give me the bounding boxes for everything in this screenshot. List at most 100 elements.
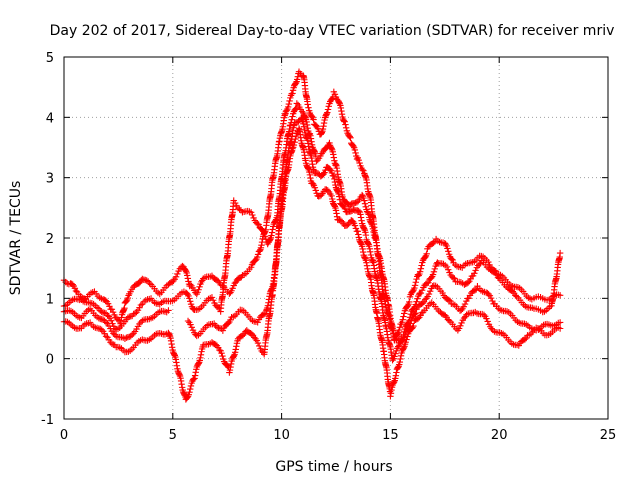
data-point [218,349,225,357]
data-point [413,298,420,305]
data-point [192,369,199,376]
x-tick-label: 15 [382,428,399,443]
data-point [460,314,468,322]
data-point [172,273,180,281]
series-3 [60,115,564,364]
data-point [346,133,353,140]
data-point [165,307,172,314]
data-point [351,146,359,154]
data-point [464,279,472,286]
data-point [311,184,319,191]
data-point [458,306,465,314]
data-point [451,275,458,282]
chart-title: Day 202 of 2017, Sidereal Day-to-day VTE… [50,23,615,39]
data-point [191,375,198,382]
data-point [556,249,564,257]
data-point [426,287,434,295]
data-point [72,287,80,295]
data-point [471,270,478,277]
data-point [483,315,490,322]
data-point [394,343,402,350]
data-point [198,278,205,286]
data-point [352,149,359,157]
data-point [261,233,269,240]
data-point [187,321,194,328]
data-point [254,220,261,227]
axis-ticks: 0 5 10 15 20 25 -1 0 1 2 3 4 5 [41,51,616,443]
data-point [260,230,268,237]
data-point [226,366,234,374]
data-point [361,197,368,204]
data-point [446,297,454,305]
y-tick-label: 0 [46,353,54,368]
data-point [128,331,136,338]
data-point [556,292,564,299]
data-point [418,287,426,294]
data-point [239,332,247,339]
data-point [326,166,334,173]
data-point [227,316,234,324]
x-tick-label: 10 [273,428,290,443]
data-point [195,286,202,293]
data-point [487,294,495,302]
data-point [184,275,192,282]
data-point [210,297,217,304]
data-point [351,222,359,229]
data-point [488,325,495,332]
data-point [445,296,453,304]
data-point [324,106,332,113]
data-point [146,280,153,287]
data-point [410,322,417,330]
data-point [290,141,298,149]
data-point [305,104,312,111]
data-point [419,300,426,307]
data-point [69,281,76,288]
data-point [361,200,369,207]
data-point [449,256,456,264]
data-point [359,166,366,174]
data-point [298,108,306,115]
data-point [268,229,276,236]
data-point [143,277,150,284]
data-point [429,271,437,278]
data-point [355,156,362,164]
data-point [292,79,300,87]
data-point [324,187,331,194]
data-point [187,382,195,390]
y-tick-label: 2 [46,232,54,247]
data-point [362,203,369,211]
data-point [325,103,332,110]
data-point [187,298,194,305]
data-point [102,333,110,340]
data-point [425,279,432,286]
data-point [403,336,410,343]
data-point [389,357,396,364]
data-point [445,248,452,255]
data-point [294,76,301,83]
data-point [329,95,336,102]
data-point [400,313,407,320]
data-point [269,226,276,233]
data-point [219,352,226,360]
data-point [95,314,103,322]
data-point [472,267,479,274]
data-point [267,236,274,243]
data-point [292,135,299,143]
data-point [392,350,399,357]
data-point [188,324,195,331]
data-point [443,263,451,271]
data-point [458,319,465,327]
data-point [509,288,517,295]
data-point [342,124,350,131]
data-point [108,317,115,324]
data-point [186,388,193,396]
data-point [254,339,262,347]
data-point [258,347,265,355]
data-point [99,316,107,323]
data-point [231,349,239,356]
data-point [233,343,240,350]
data-point [337,217,344,224]
data-point [397,355,404,363]
data-point [229,285,236,292]
